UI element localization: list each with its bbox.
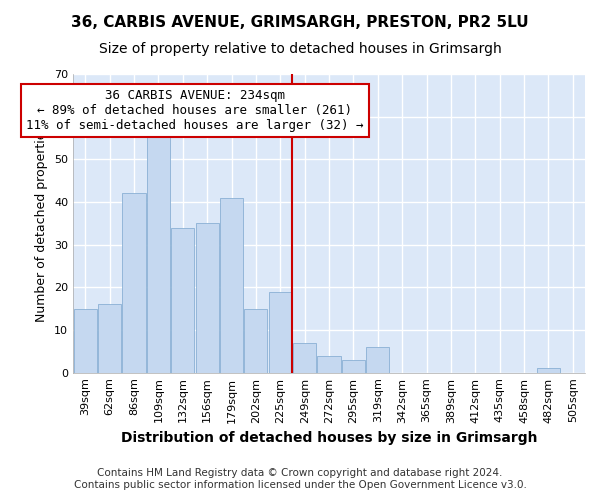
Bar bbox=[293, 343, 316, 372]
Bar bbox=[196, 224, 219, 372]
Bar bbox=[122, 194, 146, 372]
Text: 36, CARBIS AVENUE, GRIMSARGH, PRESTON, PR2 5LU: 36, CARBIS AVENUE, GRIMSARGH, PRESTON, P… bbox=[71, 15, 529, 30]
X-axis label: Distribution of detached houses by size in Grimsargh: Distribution of detached houses by size … bbox=[121, 431, 537, 445]
Bar bbox=[171, 228, 194, 372]
Text: 36 CARBIS AVENUE: 234sqm
← 89% of detached houses are smaller (261)
11% of semi-: 36 CARBIS AVENUE: 234sqm ← 89% of detach… bbox=[26, 89, 364, 132]
Bar bbox=[74, 308, 97, 372]
Y-axis label: Number of detached properties: Number of detached properties bbox=[35, 125, 49, 322]
Bar bbox=[98, 304, 121, 372]
Text: Contains HM Land Registry data © Crown copyright and database right 2024.
Contai: Contains HM Land Registry data © Crown c… bbox=[74, 468, 526, 490]
Bar bbox=[220, 198, 243, 372]
Text: Size of property relative to detached houses in Grimsargh: Size of property relative to detached ho… bbox=[98, 42, 502, 56]
Bar bbox=[147, 130, 170, 372]
Bar bbox=[269, 292, 292, 372]
Bar bbox=[317, 356, 341, 372]
Bar bbox=[537, 368, 560, 372]
Bar bbox=[244, 308, 268, 372]
Bar bbox=[366, 347, 389, 372]
Bar bbox=[342, 360, 365, 372]
